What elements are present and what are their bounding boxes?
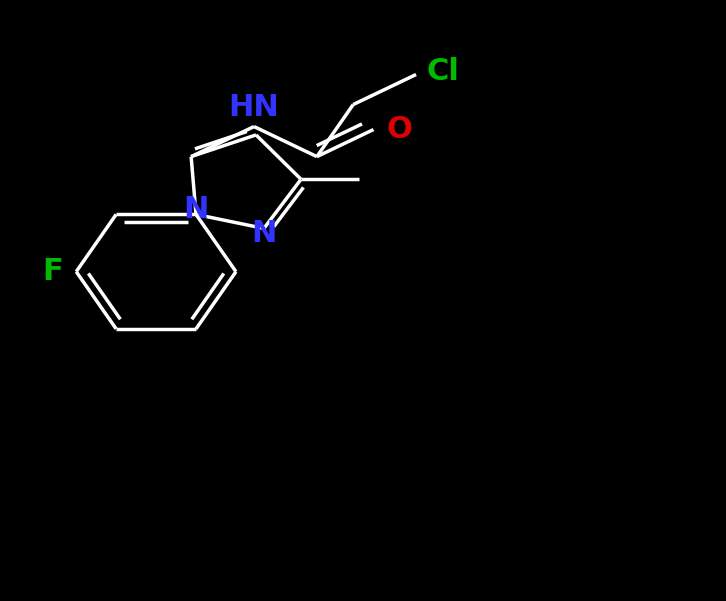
Text: Cl: Cl	[427, 57, 460, 86]
Text: O: O	[386, 115, 412, 144]
Text: N: N	[251, 219, 277, 248]
Text: F: F	[42, 257, 63, 286]
Text: HN: HN	[229, 93, 280, 122]
Text: N: N	[184, 195, 208, 224]
